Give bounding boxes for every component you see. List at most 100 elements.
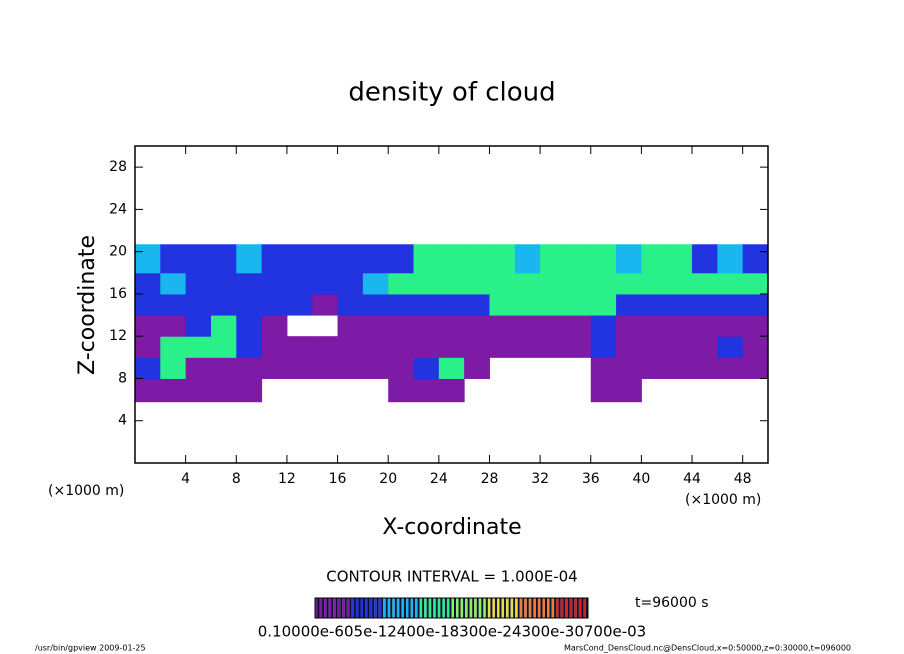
heat-cell bbox=[438, 315, 465, 337]
colorbar-stripe bbox=[315, 598, 318, 618]
heat-cell bbox=[388, 315, 415, 337]
heat-cell bbox=[210, 272, 237, 295]
colorbar-stripe bbox=[533, 598, 536, 618]
x-tick-label: 40 bbox=[632, 471, 650, 487]
heat-cell bbox=[742, 357, 769, 379]
heat-cell bbox=[742, 315, 769, 337]
heat-cell bbox=[616, 272, 642, 295]
x-tick-label: 16 bbox=[329, 471, 347, 487]
heat-cell bbox=[514, 244, 541, 274]
heat-cell bbox=[312, 293, 339, 316]
heat-cell bbox=[590, 315, 617, 337]
y-tick-label: 16 bbox=[109, 286, 127, 302]
colorbar-stripe bbox=[331, 598, 334, 618]
heat-cell bbox=[438, 244, 465, 274]
heat-cell bbox=[362, 272, 389, 295]
heat-cell bbox=[312, 357, 339, 379]
heat-cell bbox=[185, 315, 212, 337]
contour-interval: CONTOUR INTERVAL = 1.000E-04 bbox=[326, 568, 577, 586]
colorbar-stripe bbox=[394, 598, 397, 618]
heat-cell bbox=[337, 272, 364, 295]
heat-cell bbox=[413, 293, 440, 316]
colorbar-stripe bbox=[369, 598, 373, 618]
colorbar-stripe bbox=[428, 598, 432, 618]
heat-cell bbox=[590, 357, 617, 379]
heat-cell bbox=[135, 293, 161, 316]
heat-cell bbox=[666, 336, 693, 358]
colorbar-stripe bbox=[497, 598, 500, 618]
heat-cell bbox=[413, 336, 440, 358]
heat-cell bbox=[692, 315, 718, 337]
colorbar-stripe bbox=[337, 598, 341, 618]
colorbar-labels: 0.10000e-605e-12400e-18300e-24300e-30700… bbox=[258, 623, 646, 641]
heat-cell bbox=[438, 293, 465, 316]
heat-cell bbox=[438, 336, 465, 358]
heat-cell bbox=[590, 293, 617, 316]
heat-cell bbox=[717, 293, 744, 316]
heat-cell bbox=[185, 336, 212, 358]
heat-cell bbox=[312, 244, 339, 274]
colorbar-stripe bbox=[444, 598, 447, 618]
colorbar-stripe bbox=[515, 598, 518, 618]
heat-cell bbox=[590, 272, 617, 295]
heat-cell bbox=[185, 244, 212, 274]
colorbar-stripe bbox=[326, 598, 329, 618]
heat-cell bbox=[388, 336, 415, 358]
y-tick-label: 28 bbox=[109, 159, 127, 175]
heat-cell bbox=[185, 293, 212, 316]
y-label: Z-coordinate bbox=[75, 235, 100, 375]
heat-cell bbox=[160, 357, 187, 379]
heat-cell bbox=[717, 244, 744, 274]
colorbar-stripe bbox=[574, 598, 577, 618]
heat-cell bbox=[413, 378, 440, 403]
time-label: t=96000 s bbox=[635, 595, 709, 611]
heat-cell bbox=[717, 357, 744, 379]
heat-cell bbox=[616, 244, 642, 274]
heat-cell bbox=[286, 357, 313, 379]
colorbar-stripe bbox=[578, 598, 582, 618]
heat-cell bbox=[160, 244, 187, 274]
colorbar-stripe bbox=[469, 598, 473, 618]
colorbar-stripe bbox=[410, 598, 414, 618]
colorbar-stripe bbox=[381, 598, 384, 618]
heat-cell bbox=[210, 293, 237, 316]
colorbar-stripe bbox=[556, 598, 559, 618]
heat-cell bbox=[261, 336, 288, 358]
heat-cell bbox=[590, 336, 617, 358]
heat-cell bbox=[312, 336, 339, 358]
colorbar-stripe bbox=[542, 598, 546, 618]
heat-cell bbox=[717, 272, 744, 295]
colorbar-stripe bbox=[355, 598, 359, 618]
colorbar-stripe bbox=[335, 598, 338, 618]
colorbar-stripe bbox=[358, 598, 361, 618]
heat-cell bbox=[388, 357, 415, 379]
colorbar-stripe bbox=[346, 598, 350, 618]
colorbar-stripe bbox=[554, 598, 557, 618]
colorbar-stripe bbox=[481, 598, 484, 618]
heat-cell bbox=[236, 293, 263, 316]
heat-cell bbox=[616, 336, 642, 358]
x-tick-label: 36 bbox=[582, 471, 600, 487]
y-tick-label: 24 bbox=[109, 201, 127, 217]
colorbar-stripe bbox=[367, 598, 370, 618]
heat-cell bbox=[666, 315, 693, 337]
y-tick-label: 12 bbox=[109, 328, 127, 344]
heat-cell bbox=[742, 244, 769, 274]
heat-cell bbox=[210, 357, 237, 379]
colorbar-stripe bbox=[333, 598, 336, 618]
colorbar-stripe bbox=[431, 598, 434, 618]
colorbar-stripe bbox=[451, 598, 455, 618]
heat-cell bbox=[514, 336, 541, 358]
x-tick-label: 24 bbox=[430, 471, 448, 487]
heat-cell bbox=[590, 378, 617, 403]
heat-cell bbox=[692, 244, 718, 274]
colorbar-stripe bbox=[446, 598, 450, 618]
heat-cell bbox=[666, 293, 693, 316]
heat-cell bbox=[692, 272, 718, 295]
colorbar-stripe bbox=[349, 598, 352, 618]
colorbar-frame bbox=[314, 597, 589, 619]
colorbar-stripe bbox=[581, 598, 584, 618]
colorbar-stripe bbox=[396, 598, 400, 618]
colorbar-stripe bbox=[499, 598, 502, 618]
colorbar-stripe bbox=[508, 598, 511, 618]
